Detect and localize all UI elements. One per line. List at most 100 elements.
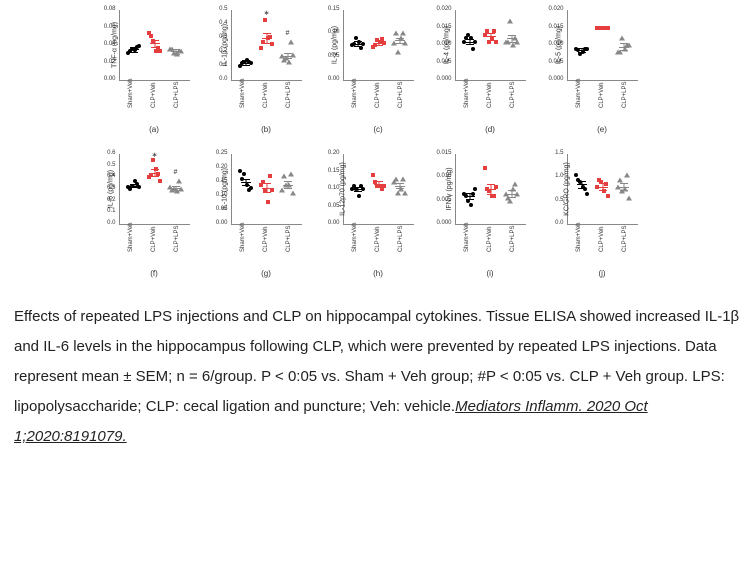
data-point — [382, 41, 386, 45]
x-tick-label: CLP+Veh — [151, 232, 157, 252]
plot-area: IL-4 (pg/mg)0.0000.0050.0100.0150.020 — [455, 10, 526, 81]
data-point — [512, 182, 518, 187]
y-tick: 0.5 — [206, 6, 228, 12]
y-tick: 1.5 — [542, 150, 564, 156]
data-point — [494, 185, 498, 189]
data-point — [490, 36, 494, 40]
x-tick-label: Sham+Veh — [128, 232, 134, 252]
y-tick: 0.6 — [94, 150, 116, 156]
data-point — [514, 39, 520, 44]
y-tick: 0.0 — [542, 220, 564, 226]
x-tick-label: CLP+Veh — [375, 88, 381, 108]
y-tick: 0.06 — [94, 24, 116, 30]
data-point — [380, 187, 384, 191]
y-tick: 0.000 — [430, 76, 452, 82]
data-point — [581, 50, 585, 54]
y-tick: 0.15 — [206, 178, 228, 184]
x-tick-label: CLP+Veh — [487, 232, 493, 252]
panel-c: IL-2 (pg/mg)0.000.050.100.15Sham+VehCLP+… — [324, 10, 432, 150]
x-tick-label: Sham+Veh — [240, 232, 246, 252]
y-tick: 0.05 — [318, 203, 340, 209]
x-labels: Sham+VehCLP+VehCLP+LPS — [343, 83, 413, 101]
panel-letter: (b) — [261, 125, 271, 134]
y-tick: 0.5 — [542, 197, 564, 203]
data-point — [626, 196, 632, 201]
x-tick-label: Sham+Veh — [464, 88, 470, 108]
data-point — [238, 169, 242, 173]
data-point — [395, 50, 401, 55]
data-point — [354, 187, 358, 191]
y-tick: 0.2 — [94, 197, 116, 203]
panel-letter: (g) — [261, 269, 271, 278]
x-tick-label: Sham+Veh — [352, 232, 358, 252]
data-point — [286, 59, 292, 64]
y-tick: 0.20 — [206, 164, 228, 170]
panel-i: IFN-γ (pg/mg)0.0000.0050.0100.015Sham+Ve… — [436, 154, 544, 294]
panel-letter: (c) — [373, 125, 382, 134]
x-tick-label: CLP+Veh — [375, 232, 381, 252]
data-point — [352, 42, 356, 46]
data-point — [350, 187, 354, 191]
panel-letter: (f) — [150, 269, 158, 278]
plot-area: TNF-α (pg/mg)0.000.020.040.060.08 — [119, 10, 190, 81]
data-point — [473, 40, 477, 44]
data-point — [471, 192, 475, 196]
y-tick: 0.1 — [94, 208, 116, 214]
data-point — [245, 183, 249, 187]
data-point — [266, 200, 270, 204]
data-point — [462, 40, 466, 44]
y-tick: 0.020 — [542, 6, 564, 12]
y-tick: 0.3 — [94, 185, 116, 191]
data-point — [574, 173, 578, 177]
y-tick: 0.00 — [318, 220, 340, 226]
data-point — [149, 173, 153, 177]
data-point — [485, 29, 489, 33]
x-tick-label: CLP+LPS — [622, 232, 628, 252]
data-point — [483, 166, 487, 170]
data-point — [290, 191, 296, 196]
data-point — [494, 40, 498, 44]
y-tick: 0.4 — [206, 20, 228, 26]
y-tick: 0.4 — [94, 173, 116, 179]
y-tick: 0.00 — [318, 76, 340, 82]
significance-marker: ∗ — [152, 151, 158, 159]
data-point — [624, 173, 630, 178]
y-tick: 0.00 — [206, 220, 228, 226]
y-tick: 0.020 — [430, 6, 452, 12]
x-labels: Sham+VehCLP+VehCLP+LPS — [567, 83, 637, 101]
y-tick: 0.05 — [206, 206, 228, 212]
data-point — [373, 43, 377, 47]
panel-f: IL-6 (pg/mg)0.00.10.20.30.40.50.6∗#Sham+… — [100, 154, 208, 294]
data-point — [469, 36, 473, 40]
plot-area: IL-12p70 (pg/mg)0.000.050.100.150.20 — [343, 154, 414, 225]
data-point — [402, 190, 408, 195]
data-point — [471, 47, 475, 51]
panel-letter: (h) — [373, 269, 383, 278]
y-tick: 0.10 — [318, 29, 340, 35]
data-point — [279, 188, 285, 193]
y-axis-label: IL-1β (pg/mg) — [221, 24, 228, 66]
y-axis-label: IL-10 (pg/mg) — [221, 168, 228, 210]
data-point — [606, 194, 610, 198]
y-tick: 0.5 — [94, 162, 116, 168]
data-point — [357, 194, 361, 198]
panel-j: KC/GRO (pg/mg)0.00.51.01.5Sham+VehCLP+Ve… — [548, 154, 656, 294]
x-tick-label: CLP+LPS — [622, 88, 628, 108]
data-point — [602, 189, 606, 193]
y-tick: 0.000 — [542, 76, 564, 82]
data-point — [371, 173, 375, 177]
y-tick: 0.02 — [94, 59, 116, 65]
data-point — [261, 180, 265, 184]
panel-letter: (d) — [485, 125, 495, 134]
data-point — [240, 177, 244, 181]
data-point — [487, 189, 491, 193]
x-tick-label: CLP+LPS — [510, 88, 516, 108]
y-tick: 0.20 — [318, 150, 340, 156]
y-tick: 0.25 — [206, 150, 228, 156]
data-point — [176, 178, 182, 183]
data-point — [391, 40, 397, 45]
y-tick: 0.015 — [542, 24, 564, 30]
panel-letter: (a) — [149, 125, 159, 134]
x-labels: Sham+VehCLP+VehCLP+LPS — [567, 227, 637, 245]
figure-caption: Effects of repeated LPS injections and C… — [0, 294, 756, 460]
